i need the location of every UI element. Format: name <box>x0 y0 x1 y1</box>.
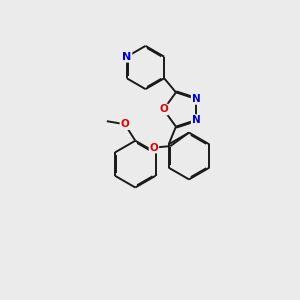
Text: N: N <box>192 115 200 125</box>
Text: N: N <box>192 94 200 104</box>
Text: O: O <box>159 104 168 115</box>
Text: O: O <box>149 142 158 153</box>
Text: N: N <box>122 52 131 62</box>
Text: O: O <box>120 119 129 129</box>
